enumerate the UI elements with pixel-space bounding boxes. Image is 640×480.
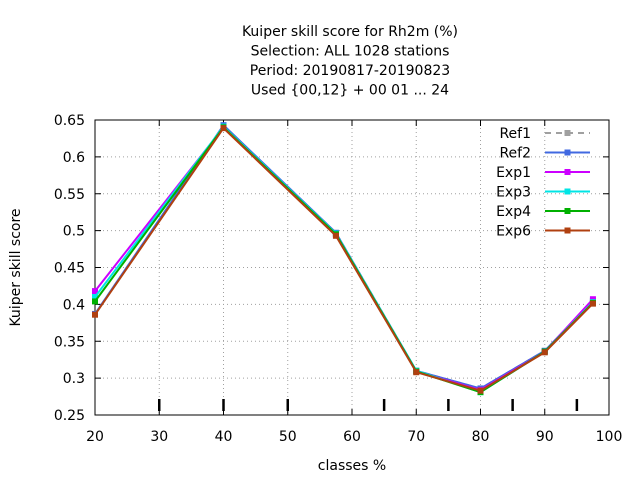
x-tick-label: 50 <box>279 429 297 445</box>
legend-label: Exp1 <box>496 165 531 181</box>
x-tick-label: 60 <box>343 429 361 445</box>
y-tick-label: 0.55 <box>54 187 85 203</box>
x-tick-label: 40 <box>215 429 233 445</box>
data-point-exp4 <box>92 298 98 305</box>
legend-label: Exp3 <box>496 185 531 201</box>
y-tick-label: 0.3 <box>63 371 85 387</box>
y-tick-label: 0.45 <box>54 261 85 277</box>
y-tick-label: 0.4 <box>63 297 85 313</box>
y-tick-label: 0.35 <box>54 334 85 350</box>
legend-label: Exp6 <box>496 224 531 240</box>
y-tick-label: 0.65 <box>54 113 85 129</box>
data-point-exp3 <box>92 294 98 300</box>
legend-swatch-marker <box>564 169 571 175</box>
chart-title-line: Period: 20190817-20190823 <box>250 63 450 79</box>
legend-swatch-marker <box>564 130 571 136</box>
x-tick-label: 70 <box>407 429 425 445</box>
y-tick-label: 0.25 <box>54 408 85 424</box>
y-tick-label: 0.5 <box>63 224 85 240</box>
y-axis-label: Kuiper skill score <box>8 208 24 326</box>
data-point-exp6 <box>589 300 596 307</box>
data-point-exp6 <box>220 125 227 132</box>
chart-title-line: Kuiper skill score for Rh2m (%) <box>242 24 458 40</box>
legend-swatch-marker <box>564 208 571 214</box>
legend-swatch-marker <box>564 188 571 195</box>
x-tick-label: 90 <box>536 429 554 445</box>
x-axis-label: classes % <box>318 458 386 474</box>
x-tick-label: 30 <box>150 429 168 445</box>
data-point-exp6 <box>413 369 420 376</box>
legend-label: Exp4 <box>496 204 531 220</box>
data-point-exp1 <box>92 288 98 295</box>
legend-label: Ref1 <box>499 126 531 142</box>
chart-title-line: Used {00,12} + 00 01 ... 24 <box>251 83 449 99</box>
legend-label: Ref2 <box>499 146 531 162</box>
data-point-exp6 <box>477 387 484 394</box>
x-tick-label: 20 <box>86 429 104 445</box>
chart-title-line: Selection: ALL 1028 stations <box>251 44 450 60</box>
data-point-exp6 <box>541 349 548 356</box>
data-point-exp6 <box>332 232 339 239</box>
x-tick-label: 80 <box>472 429 490 445</box>
x-tick-label: 100 <box>596 429 623 445</box>
legend-swatch-marker <box>564 227 571 234</box>
data-point-exp6 <box>92 311 98 318</box>
legend-swatch-marker <box>564 149 571 156</box>
y-tick-label: 0.6 <box>63 150 85 166</box>
